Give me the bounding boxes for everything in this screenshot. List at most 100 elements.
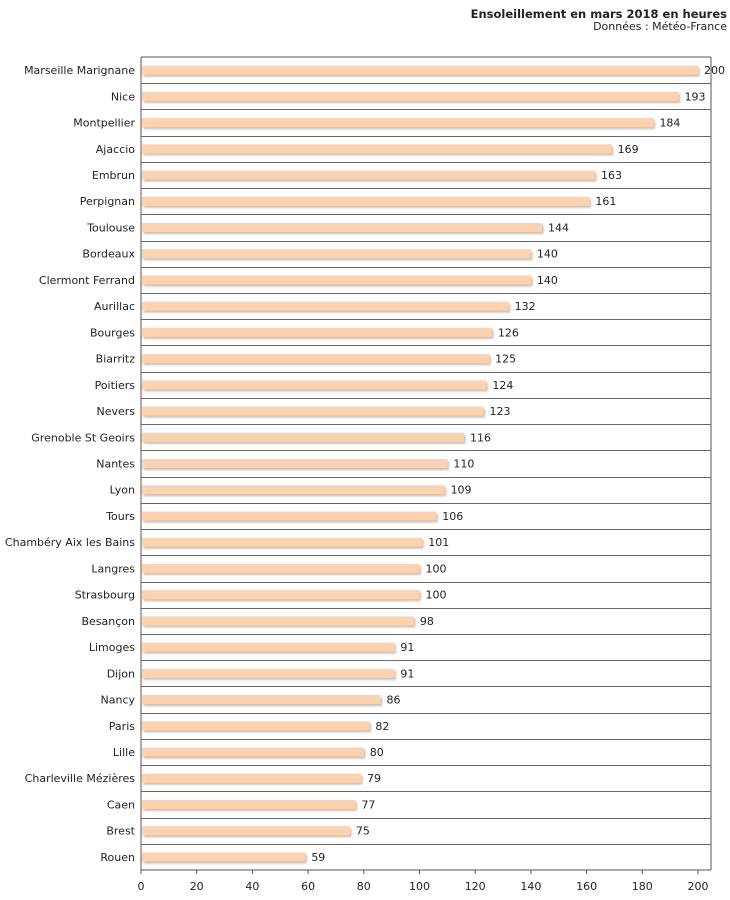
value-label: 125: [495, 353, 516, 366]
category-label: Nancy: [101, 694, 136, 707]
category-label: Bordeaux: [82, 248, 135, 261]
category-label: Strasbourg: [75, 589, 135, 602]
value-label: 86: [387, 694, 401, 707]
bar: [142, 327, 492, 337]
bar: [142, 91, 679, 101]
value-label: 126: [498, 326, 519, 339]
category-label: Rouen: [100, 851, 135, 864]
category-label: Langres: [91, 562, 135, 575]
bar: [142, 668, 395, 678]
value-label: 100: [426, 589, 447, 602]
value-label: 140: [537, 274, 558, 287]
x-tick-label: 80: [357, 880, 371, 893]
category-label: Chambéry Aix les Bains: [5, 536, 135, 549]
value-label: 101: [428, 536, 449, 549]
x-tick-label: 160: [576, 880, 597, 893]
value-label: 59: [311, 851, 325, 864]
value-label: 82: [375, 720, 389, 733]
x-tick-label: 40: [245, 880, 259, 893]
chart-title: Ensoleillement en mars 2018 en heures: [470, 7, 727, 21]
value-label: 100: [426, 562, 447, 575]
bar: [142, 799, 356, 809]
value-label: 80: [370, 746, 384, 759]
bar: [142, 354, 490, 364]
category-label: Tours: [105, 510, 135, 523]
x-tick-label: 100: [409, 880, 430, 893]
x-tick-label: 180: [632, 880, 653, 893]
category-label: Nevers: [96, 405, 135, 418]
bar: [142, 773, 362, 783]
x-tick-label: 60: [301, 880, 315, 893]
bar: [142, 721, 370, 731]
bar: [142, 118, 654, 128]
x-tick-label: 140: [520, 880, 541, 893]
bars: [142, 65, 698, 862]
bar: [142, 144, 612, 154]
category-label: Dijon: [107, 667, 135, 680]
bar: [142, 65, 698, 75]
category-label: Brest: [106, 825, 135, 838]
category-label: Nice: [111, 90, 135, 103]
value-label: 200: [704, 64, 725, 77]
gridlines: [140, 56, 712, 874]
value-label: 109: [451, 484, 472, 497]
category-label: Clermont Ferrand: [39, 274, 135, 287]
bar: [142, 695, 381, 705]
category-label: Toulouse: [86, 221, 135, 234]
value-label: 98: [420, 615, 434, 628]
x-tick-label: 20: [190, 880, 204, 893]
labels: 0 20 40 60 80 100 120 140 160 180 200 Marseille Mar…: [5, 64, 725, 893]
category-label: Perpignan: [80, 195, 135, 208]
category-label: Grenoble St Geoirs: [31, 431, 135, 444]
value-label: 193: [685, 90, 706, 103]
bar: [142, 590, 420, 600]
value-label: 161: [595, 195, 616, 208]
bar: [142, 406, 484, 416]
value-label: 140: [537, 248, 558, 261]
x-tick-label: 200: [688, 880, 709, 893]
bar: [142, 563, 420, 573]
value-label: 144: [548, 221, 569, 234]
category-label: Charleville Mézières: [25, 772, 136, 785]
bar: [142, 511, 437, 521]
category-label: Paris: [109, 720, 135, 733]
value-label: 77: [361, 798, 375, 811]
category-label: Besançon: [81, 615, 135, 628]
chart-subtitle: Données : Météo-France: [593, 20, 727, 33]
bar: [142, 196, 590, 206]
bar: [142, 222, 543, 232]
bar: [142, 275, 531, 285]
value-label: 106: [442, 510, 463, 523]
value-label: 124: [492, 379, 513, 392]
value-label: 184: [659, 117, 680, 130]
bar: [142, 485, 445, 495]
bar: [142, 747, 364, 757]
value-label: 110: [453, 458, 474, 471]
bar: [142, 642, 395, 652]
value-label: 91: [400, 667, 414, 680]
bar: [142, 852, 306, 862]
category-label: Lille: [113, 746, 135, 759]
value-label: 116: [470, 431, 491, 444]
bar: [142, 459, 448, 468]
bar: [142, 170, 595, 180]
bar: [142, 301, 509, 311]
category-label: Embrun: [92, 169, 135, 182]
category-label: Lyon: [110, 484, 135, 497]
x-tick-label: 120: [465, 880, 486, 893]
value-label: 123: [490, 405, 511, 418]
value-label: 91: [400, 641, 414, 654]
bar: [142, 537, 423, 547]
category-label: Poitiers: [95, 379, 136, 392]
category-label: Limoges: [89, 641, 135, 654]
x-tick-label: 0: [138, 880, 145, 893]
bar: [142, 432, 465, 442]
bar: [142, 249, 531, 259]
category-label: Marseille Marignane: [24, 64, 135, 77]
category-label: Nantes: [96, 458, 135, 471]
bar: [142, 826, 350, 836]
value-label: 169: [618, 143, 639, 156]
category-label: Biarritz: [96, 353, 136, 366]
category-label: Bourges: [90, 326, 135, 339]
